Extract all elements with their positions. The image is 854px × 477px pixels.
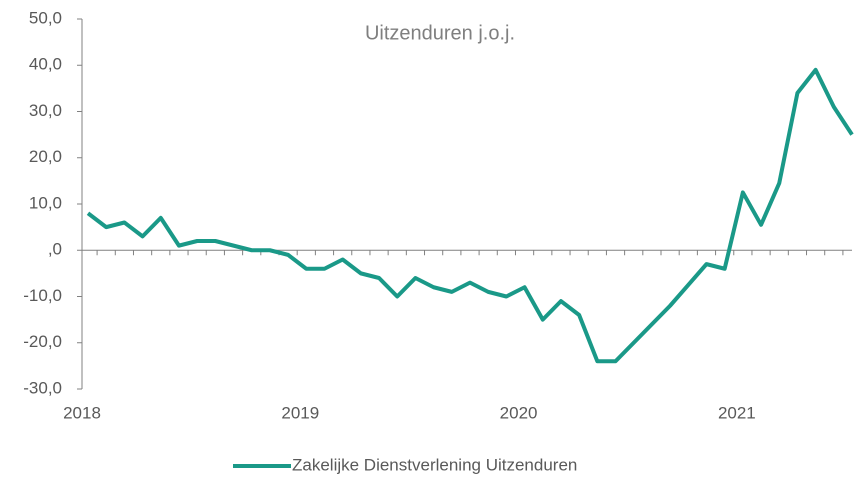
chart-title: Uitzenduren j.o.j. — [365, 22, 515, 44]
y-tick-label: ,0 — [48, 240, 62, 259]
x-tick-label: 2020 — [500, 403, 538, 422]
x-tick-label: 2018 — [63, 403, 101, 422]
y-tick-label: 40,0 — [29, 55, 62, 74]
y-tick-label: 20,0 — [29, 147, 62, 166]
x-tick-label: 2019 — [281, 403, 319, 422]
y-tick-label: -30,0 — [23, 378, 62, 397]
x-tick-label: 2021 — [718, 403, 756, 422]
y-tick-label: 30,0 — [29, 101, 62, 120]
y-tick-label: 50,0 — [29, 8, 62, 27]
series-line — [86, 67, 854, 364]
legend-label: Zakelijke Dienstverlening Uitzenduren — [292, 455, 577, 474]
y-tick-label: 10,0 — [29, 193, 62, 212]
y-tick-label: -20,0 — [23, 332, 62, 351]
y-tick-label: -10,0 — [23, 286, 62, 305]
